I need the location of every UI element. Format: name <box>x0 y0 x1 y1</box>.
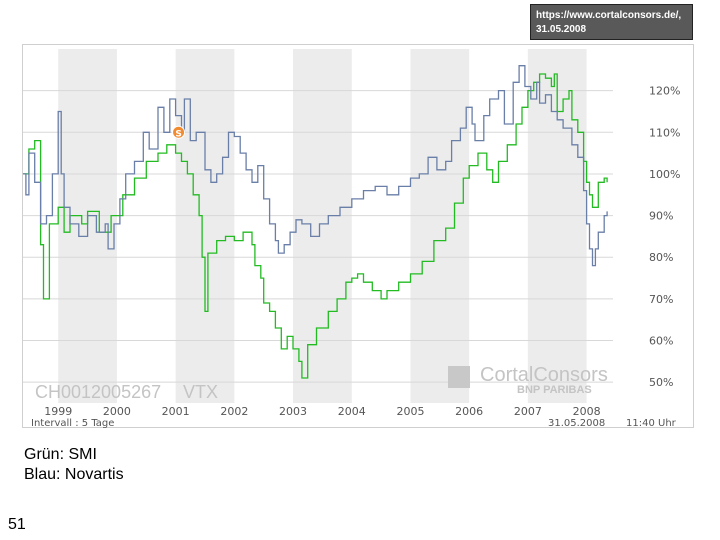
y-tick-label: 50% <box>649 376 673 389</box>
y-tick-label: 120% <box>649 85 680 98</box>
page-number: 51 <box>8 516 26 533</box>
x-tick-label: 2008 <box>573 405 601 418</box>
brand-name: CortalConsors <box>480 364 608 386</box>
series-line-smi <box>23 73 608 379</box>
brand-sub: BNP PARIBAS <box>517 384 592 396</box>
instrument-ticker: VTX <box>183 382 218 402</box>
chart-frame: 50% 60% 70% 80% 90% 100% 110% 120% CortalConsors… <box>22 44 694 429</box>
caption-novartis: Blau: Novartis <box>24 466 124 483</box>
event-marker-label: S <box>175 129 181 139</box>
y-tick-label: 60% <box>649 335 673 348</box>
x-tick-label: 1999 <box>44 405 72 418</box>
series-line-novartis <box>23 65 608 267</box>
x-tick-label: 2005 <box>396 405 424 418</box>
x-tick-label: 2003 <box>279 405 307 418</box>
source-url: https://www.cortalconsors.de/, <box>536 10 682 21</box>
y-tick-label: 100% <box>649 168 680 181</box>
year-band-2001 <box>175 49 235 403</box>
y-tick-label: 110% <box>649 126 680 139</box>
source-box: https://www.cortalconsors.de/, 31.05.200… <box>530 4 693 40</box>
brand-logo-icon <box>448 366 470 388</box>
footer-time: 11:40 Uhr <box>626 418 677 429</box>
caption-smi: Grün: SMI <box>24 446 97 463</box>
y-tick-label: 90% <box>649 210 673 223</box>
x-tick-label: 2002 <box>220 405 248 418</box>
price-chart: 50% 60% 70% 80% 90% 100% 110% 120% CortalConsors… <box>23 49 680 429</box>
x-tick-label: 2006 <box>455 405 483 418</box>
x-tick-label: 2000 <box>103 405 131 418</box>
footer-date: 31.05.2008 <box>548 418 605 429</box>
year-band-2003 <box>293 49 352 403</box>
x-tick-label: 2004 <box>338 405 366 418</box>
y-tick-label: 80% <box>649 251 673 264</box>
y-tick-label: 70% <box>649 293 673 306</box>
x-tick-label: 2007 <box>514 405 542 418</box>
x-tick-label: 2001 <box>162 405 190 418</box>
event-marker-icon <box>172 125 186 139</box>
interval-label: Intervall : 5 Tage <box>31 418 114 429</box>
source-date: 31.05.2008 <box>536 24 587 35</box>
year-band-2005 <box>410 49 470 403</box>
instrument-id: CH0012005267 <box>35 382 161 402</box>
